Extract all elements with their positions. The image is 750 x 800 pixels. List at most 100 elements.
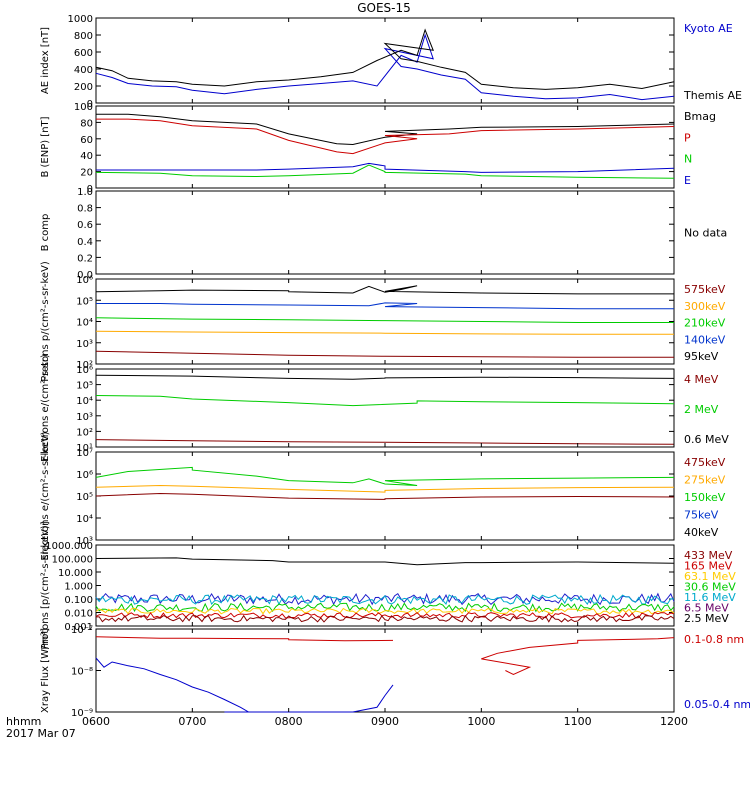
noise-series-line [95,607,675,615]
series-line [95,374,675,380]
y-axis-label: Protons [p/(cm²-s-sr-keV)] [40,521,51,649]
series-line [96,118,675,155]
x-tick-label: 1000 [467,715,495,728]
y-tick-label: 0.100 [64,595,93,606]
x-tick-label: 0900 [371,715,399,728]
series-label: 63.1 MeV [684,570,736,583]
panel-frame [95,105,675,189]
series-label: Themis AE [683,89,742,102]
series-line [95,317,674,323]
series-line [95,395,675,407]
series-line [96,113,675,146]
y-tick-label: 10³ [76,536,93,547]
x-tick-label: 1100 [564,715,592,728]
series-line [481,637,675,676]
y-tick-label: 10⁻⁷ [71,625,93,636]
date-label: 2017 Mar 07 [6,727,76,740]
y-tick-label: 40 [80,151,93,162]
panel-8: 10⁻⁹ 10⁻⁸ 10⁻⁷ Xray Flux [W/m²] 0.1-0.8 nm 0.… [40,625,750,719]
y-tick-label: 10⁵ [76,381,93,392]
panel-6: 10³ 10⁴ 10⁵ 10⁶ 10⁷ Electrons e/(cm²-s-sr-keV… [40,431,726,560]
series-label: 2.5 MeV [684,612,729,625]
series-label: 30.6 MeV [684,581,736,594]
series-line [95,636,394,642]
series-label: 433 MeV [684,549,733,562]
series-line [95,557,675,566]
series-label: 210keV [684,317,726,330]
y-tick-label: 10⁶ [76,275,93,286]
y-tick-label: 10² [76,360,93,371]
series-line [95,164,675,179]
y-tick-label: 200 [74,82,93,93]
series-label: 75keV [684,509,719,522]
y-tick-label: 0.0 [77,270,93,281]
chart-title: GOES-15 [357,1,411,15]
series-label: 4 MeV [684,373,719,386]
series-label: 6.5 MeV [684,602,729,615]
series-label: 475keV [684,456,726,469]
noise-series-line [95,602,675,613]
y-tick-label: 10⁶ [76,470,93,481]
series-label: 95keV [684,350,719,363]
y-tick-label: 10³ [76,339,93,350]
panel-5: 10¹ 10² 10³ 10⁴ 10⁵ 10⁶ Electrons e/(cm²-s-sr)… [40,354,729,462]
y-tick-label: 10¹ [76,443,93,454]
series-label: No data [684,227,727,240]
series-label: 300keV [684,300,726,313]
panel-1: 0 200 400 600 800 1000 AE index [nT] Kyoto AE Th… [40,14,742,110]
y-tick-label: 800 [74,31,93,42]
series-line [95,466,675,486]
y-tick-label: 1000.000 [45,541,93,552]
panel-frame [95,628,675,713]
y-tick-label: 0.010 [64,609,93,620]
y-axis-label: B comp [40,214,51,252]
series-label: 140keV [684,333,726,346]
noise-series-line [95,611,675,619]
y-tick-label: 0 [87,184,93,195]
y-tick-label: 10⁷ [76,448,93,459]
series-line [95,28,675,90]
panel-frame [95,17,675,104]
x-tick-label: 0600 [82,715,110,728]
x-tick-label: 0700 [178,715,206,728]
series-line [95,492,675,500]
series-label: 40keV [684,526,719,539]
series-line [95,484,675,493]
series-label: 165 MeV [684,560,733,573]
series-label: N [684,153,692,166]
y-tick-label: 10⁶ [76,365,93,376]
y-axis-label: B (ENP) [nT] [40,116,51,177]
y-axis-label: Electrons e/(cm²-s-sr) [40,354,51,462]
series-label: E [684,174,691,187]
series-label: 11.6 MeV [684,591,736,604]
series-line [96,302,674,310]
y-tick-label: 100 [74,102,93,113]
panel-3: 0.0 0.2 0.4 0.6 0.8 1.0 B comp No data [40,187,727,281]
y-tick-label: 1.0 [77,187,93,198]
series-label: Kyoto AE [684,22,733,35]
y-tick-label: 10⁴ [76,396,93,407]
series-label: 275keV [684,474,726,487]
y-tick-label: 400 [74,65,93,76]
series-line [95,350,674,358]
x-tick-label: 0800 [275,715,303,728]
y-tick-label: 20 [80,168,93,179]
time-label: hhmm [6,715,41,728]
series-label: 0.6 MeV [684,433,729,446]
series-line [96,162,675,173]
y-tick-label: 10² [76,427,93,438]
y-tick-label: 0 [87,99,93,110]
panel-frame [95,451,675,541]
y-tick-label: 10⁻⁸ [71,667,93,678]
series-label: 2 MeV [684,403,719,416]
x-axis: 0600 0700 0800 0900 1000 1100 1200 [82,18,688,728]
y-axis-label: Protons p/(cm²-s-sr-keV) [40,261,51,382]
y-tick-label: 0.2 [77,253,93,264]
noise-series-line [95,593,675,606]
y-axis-label: AE index [nT] [40,27,51,94]
y-tick-label: 10⁴ [76,514,93,525]
series-label: 575keV [684,283,726,296]
y-tick-label: 100.000 [52,555,93,566]
series-line [95,330,674,335]
